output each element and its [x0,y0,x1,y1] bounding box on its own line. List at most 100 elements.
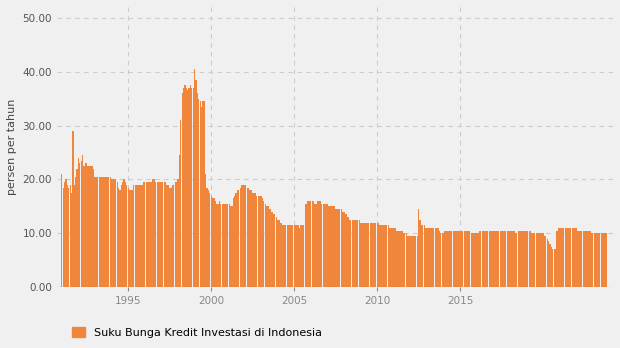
Bar [104,177,105,287]
Bar [443,233,444,287]
Bar [455,231,456,287]
Bar [82,155,83,287]
Bar [547,239,548,287]
Bar [165,182,166,287]
Bar [216,204,218,287]
Bar [542,233,544,287]
Bar [274,214,275,287]
Bar [602,233,603,287]
Bar [244,185,245,287]
Bar [451,231,453,287]
Bar [115,180,117,287]
Bar [355,220,356,287]
Bar [573,228,574,287]
Bar [188,88,190,287]
Bar [270,209,272,287]
Bar [212,198,213,287]
Bar [539,233,541,287]
Bar [577,231,578,287]
Bar [89,166,90,287]
Bar [63,188,64,287]
Bar [164,182,165,287]
Bar [226,204,227,287]
Bar [284,225,285,287]
Bar [581,231,582,287]
Bar [316,204,317,287]
Bar [427,228,428,287]
Bar [340,209,342,287]
Bar [516,233,518,287]
Bar [508,231,509,287]
Bar [166,185,167,287]
Bar [370,223,371,287]
Bar [231,206,232,287]
Bar [495,231,497,287]
Bar [183,88,184,287]
Bar [523,231,525,287]
Bar [560,228,562,287]
Bar [405,233,407,287]
Bar [201,106,202,287]
Bar [552,250,554,287]
Bar [123,180,125,287]
Bar [136,185,137,287]
Bar [541,233,542,287]
Bar [85,163,86,287]
Bar [518,231,519,287]
Bar [172,185,173,287]
Bar [143,182,144,287]
Bar [503,231,505,287]
Bar [585,231,587,287]
Bar [454,231,455,287]
Bar [291,225,292,287]
Bar [326,204,327,287]
Bar [606,233,608,287]
Bar [436,228,437,287]
Bar [572,228,573,287]
Bar [346,214,347,287]
Bar [185,88,187,287]
Bar [133,185,135,287]
Bar [218,204,219,287]
Bar [290,225,291,287]
Bar [371,223,372,287]
Bar [458,231,459,287]
Bar [309,201,310,287]
Bar [415,236,417,287]
Bar [440,233,441,287]
Bar [180,120,182,287]
Bar [538,233,539,287]
Bar [447,231,448,287]
Bar [588,231,590,287]
Bar [117,182,118,287]
Bar [227,204,228,287]
Bar [430,228,432,287]
Bar [603,233,604,287]
Bar [86,163,87,287]
Bar [68,188,69,287]
Bar [128,188,129,287]
Bar [521,231,523,287]
Bar [257,196,259,287]
Bar [175,182,176,287]
Bar [501,231,502,287]
Bar [328,206,329,287]
Bar [101,177,102,287]
Bar [475,233,476,287]
Bar [467,231,469,287]
Bar [378,223,379,287]
Bar [250,190,252,287]
Bar [520,231,521,287]
Bar [126,185,128,287]
Bar [483,231,484,287]
Bar [310,201,311,287]
Bar [357,220,358,287]
Bar [107,177,108,287]
Bar [419,220,420,287]
Bar [396,231,397,287]
Bar [331,206,332,287]
Bar [511,231,512,287]
Bar [92,166,93,287]
Bar [334,206,335,287]
Bar [335,209,336,287]
